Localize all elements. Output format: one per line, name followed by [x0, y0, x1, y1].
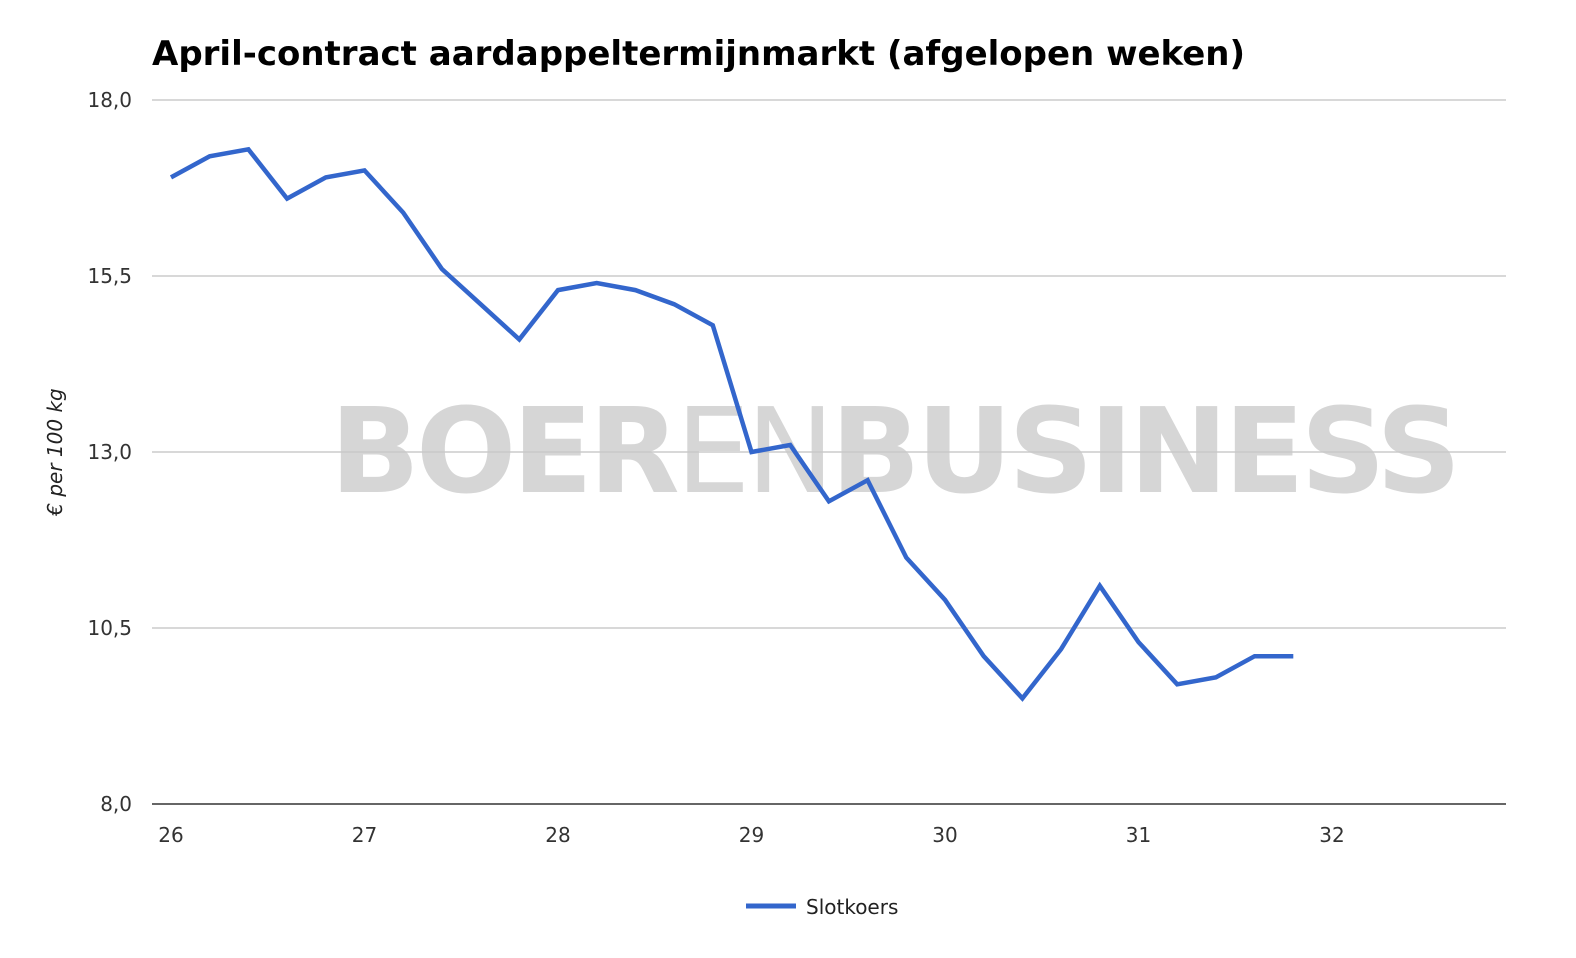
x-tick-label: 27: [352, 823, 377, 847]
y-tick-label: 18,0: [87, 88, 132, 112]
series-line: [169, 146, 1294, 702]
x-tick-label: 30: [932, 823, 957, 847]
legend: Slotkoers: [746, 895, 898, 919]
y-tick-label: 10,5: [87, 616, 132, 640]
grid-lines: [152, 99, 1506, 805]
x-tick-label: 29: [739, 823, 764, 847]
x-tick-label: 32: [1319, 823, 1344, 847]
x-tick-label: 28: [545, 823, 570, 847]
chart-title: April-contract aardappeltermijnmarkt (af…: [152, 34, 1246, 74]
y-axis-label: € per 100 kg: [43, 388, 67, 516]
y-tick-label: 13,0: [87, 440, 132, 464]
watermark-logo: BOERENBUSINESS: [330, 382, 1457, 520]
y-tick-label: 15,5: [87, 264, 132, 288]
x-axis-ticks: 26 27 28 29 30 31 32: [158, 823, 1344, 847]
watermark-part-1: BOER: [330, 382, 678, 520]
x-tick-label: 31: [1126, 823, 1151, 847]
watermark-part-3: BUSINESS: [831, 382, 1458, 520]
y-axis-ticks: 18,0 15,5 13,0 10,5 8,0: [87, 88, 132, 816]
x-tick-label: 26: [158, 823, 183, 847]
legend-label: Slotkoers: [806, 895, 898, 919]
y-tick-label: 8,0: [100, 792, 132, 816]
series-group: [169, 146, 1294, 702]
